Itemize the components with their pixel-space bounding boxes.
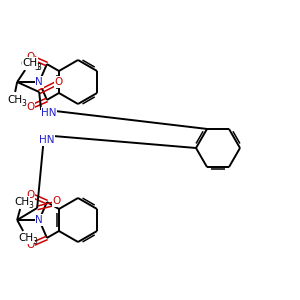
Text: O: O	[26, 190, 34, 200]
Text: 3: 3	[32, 238, 37, 247]
Text: O: O	[26, 102, 34, 112]
Text: CH: CH	[21, 59, 36, 69]
Text: 3: 3	[36, 62, 41, 71]
Text: 3: 3	[34, 64, 39, 73]
Text: N: N	[35, 215, 43, 225]
Text: O: O	[26, 240, 34, 250]
Text: CH: CH	[8, 95, 23, 105]
Text: CH: CH	[19, 233, 34, 243]
Text: N: N	[35, 77, 43, 87]
Text: 3: 3	[28, 202, 33, 211]
Text: O: O	[26, 52, 34, 62]
Text: O: O	[52, 196, 60, 206]
Text: HN: HN	[39, 135, 55, 145]
Text: O: O	[54, 77, 62, 87]
Text: H: H	[9, 95, 17, 105]
Text: CH: CH	[22, 58, 38, 68]
Text: CH: CH	[15, 197, 30, 207]
Text: 3: 3	[21, 100, 26, 109]
Text: HN: HN	[41, 108, 57, 118]
